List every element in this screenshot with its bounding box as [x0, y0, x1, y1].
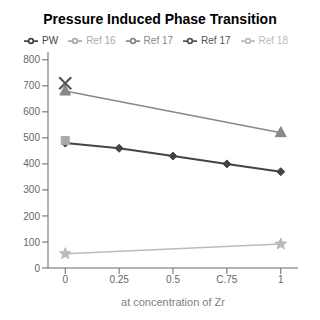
svg-text:at concentration of Zr: at concentration of Zr: [121, 296, 225, 308]
svg-text:800: 800: [23, 54, 40, 65]
svg-text:0.5: 0.5: [166, 274, 180, 285]
svg-text:500: 500: [23, 132, 40, 143]
svg-text:600: 600: [23, 106, 40, 117]
html-text:PW: PW: [42, 34, 59, 46]
svg-text:0.25: 0.25: [109, 274, 129, 285]
svg-text:300: 300: [23, 184, 40, 195]
svg-text:400: 400: [23, 158, 40, 169]
html-text:Ref 17: Ref 17: [201, 34, 231, 46]
svg-text:1: 1: [278, 274, 284, 285]
svg-text:0: 0: [62, 274, 68, 285]
html-text:Ref 17: Ref 17: [143, 34, 174, 46]
svg-text:700: 700: [23, 80, 40, 91]
svg-text:C.75: C.75: [216, 274, 238, 285]
html-text:Ref 18: Ref 18: [258, 34, 288, 46]
svg-text:0: 0: [34, 263, 40, 274]
svg-text:200: 200: [23, 211, 40, 222]
svg-text:100: 100: [23, 237, 40, 248]
html-text:Pressure Induced Phase Transit: Pressure Induced Phase Transition: [43, 11, 277, 27]
html-text:Ref 16: Ref 16: [86, 34, 116, 46]
